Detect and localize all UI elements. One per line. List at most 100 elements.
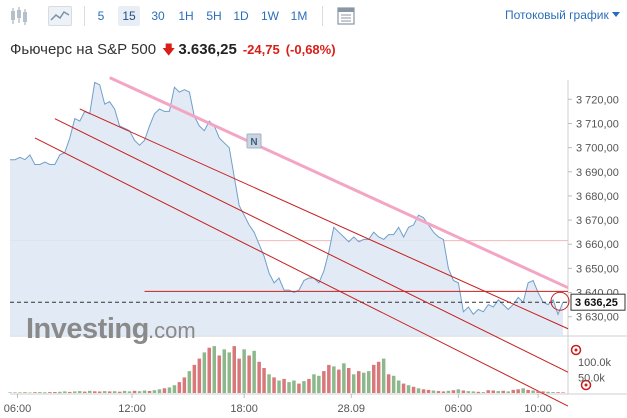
volume-bar	[327, 364, 331, 393]
streaming-chart-link[interactable]: Потоковый график	[505, 8, 609, 22]
volume-bar	[531, 390, 535, 393]
volume-bar	[97, 391, 102, 393]
volume-bar	[396, 380, 401, 393]
volume-bar	[8, 392, 12, 393]
volume-bar	[441, 391, 446, 393]
price-axis-label: 3 710,00	[576, 118, 619, 130]
volume-axis-label: 100.0k	[578, 357, 612, 369]
volume-bar	[78, 391, 82, 393]
volume-bar	[28, 392, 32, 393]
channel-line-lower	[54, 118, 569, 373]
interval-1m[interactable]: 1M	[290, 9, 308, 23]
price-axis-label: 3 650,00	[576, 263, 619, 275]
candlestick-chart-icon[interactable]	[8, 6, 30, 26]
interval-1h[interactable]: 1H	[178, 9, 194, 23]
last-price: 3.636,25	[178, 41, 237, 58]
volume-bar	[68, 391, 72, 393]
price-axis-label: 3 720,00	[576, 94, 619, 106]
price-line	[10, 81, 564, 316]
volume-bar	[411, 386, 416, 394]
volume-bar	[506, 391, 510, 393]
interval-30[interactable]: 30	[151, 9, 165, 23]
interval-15[interactable]: 15	[118, 6, 140, 26]
volume-bar	[357, 371, 361, 393]
time-axis-label: 06:00	[4, 403, 32, 415]
volume-bar	[147, 391, 152, 393]
volume-bar	[93, 391, 97, 393]
price-change-percent: (-0,68%)	[285, 42, 336, 57]
volume-bar	[471, 391, 476, 393]
volume-bar	[262, 368, 266, 393]
volume-bar	[58, 391, 62, 394]
news-marker-icon	[246, 133, 262, 149]
volume-bar	[551, 392, 555, 393]
drawing-handle-dot	[574, 348, 578, 352]
volume-bar	[102, 391, 107, 393]
volume-bar	[541, 391, 545, 393]
volume-bar	[48, 392, 52, 393]
volume-bar	[307, 378, 311, 393]
volume-bar	[172, 385, 177, 393]
volume-bar	[536, 391, 540, 393]
toolbar-divider	[84, 6, 85, 26]
volume-bar	[376, 361, 381, 394]
volume-bar	[456, 389, 461, 394]
volume-bar	[252, 350, 256, 393]
volume-bar	[137, 391, 142, 393]
volume-bar	[197, 358, 202, 393]
chevron-down-icon[interactable]	[612, 12, 620, 17]
volume-bar	[561, 392, 565, 393]
volume-bar	[202, 352, 207, 393]
volume-bar	[192, 364, 197, 393]
volume-bar	[556, 392, 560, 393]
volume-bar	[13, 392, 17, 393]
volume-bar	[546, 391, 550, 394]
volume-bar	[242, 349, 246, 394]
volume-bar	[162, 388, 167, 393]
volume-bar	[317, 375, 321, 393]
volume-bar	[416, 388, 421, 393]
interval-5h[interactable]: 5H	[206, 9, 222, 23]
volume-bar	[347, 368, 351, 393]
volume-bar	[466, 391, 471, 393]
channel-line-bottom	[34, 137, 569, 407]
volume-bar	[312, 374, 316, 394]
volume-bar	[302, 381, 306, 393]
interval-5[interactable]: 5	[97, 9, 105, 23]
volume-bar	[342, 363, 346, 393]
volume-bar	[38, 392, 42, 393]
price-axis-label: 3 700,00	[576, 143, 619, 155]
instrument-header: Фьючерс на S&P 500 🡇 3.636,25 -24,75 (-0,68%…	[10, 41, 336, 61]
volume-bar	[431, 390, 436, 393]
volume-bar	[18, 392, 22, 393]
volume-bar	[501, 390, 505, 393]
volume-bar	[212, 346, 216, 393]
volume-bar	[207, 347, 211, 393]
price-axis-label: 3 690,00	[576, 167, 619, 179]
volume-bar	[267, 374, 271, 394]
volume-bar	[511, 389, 515, 393]
volume-bar	[132, 390, 137, 394]
price-axis-label: 3 670,00	[576, 215, 619, 227]
volume-bar	[117, 391, 122, 393]
volume-bar	[526, 389, 530, 393]
data-table-icon[interactable]	[336, 6, 358, 26]
area-chart-icon[interactable]	[48, 6, 72, 26]
volume-bar	[332, 366, 336, 393]
time-axis-label: 10:00	[524, 403, 552, 415]
volume-bar	[352, 374, 356, 394]
volume-bar	[157, 389, 162, 394]
volume-bar	[127, 391, 132, 393]
crosshair-handle-icon	[550, 291, 570, 311]
time-axis-label: 06:00	[445, 403, 473, 415]
volume-bar	[322, 371, 326, 393]
volume-bar	[112, 391, 117, 393]
volume-bar	[53, 392, 57, 393]
interval-1d[interactable]: 1D	[233, 9, 249, 23]
volume-bar	[496, 391, 500, 393]
toolbar-divider	[322, 6, 323, 26]
volume-bar	[23, 392, 27, 393]
volume-bar	[247, 355, 251, 393]
interval-1w[interactable]: 1W	[261, 9, 279, 23]
